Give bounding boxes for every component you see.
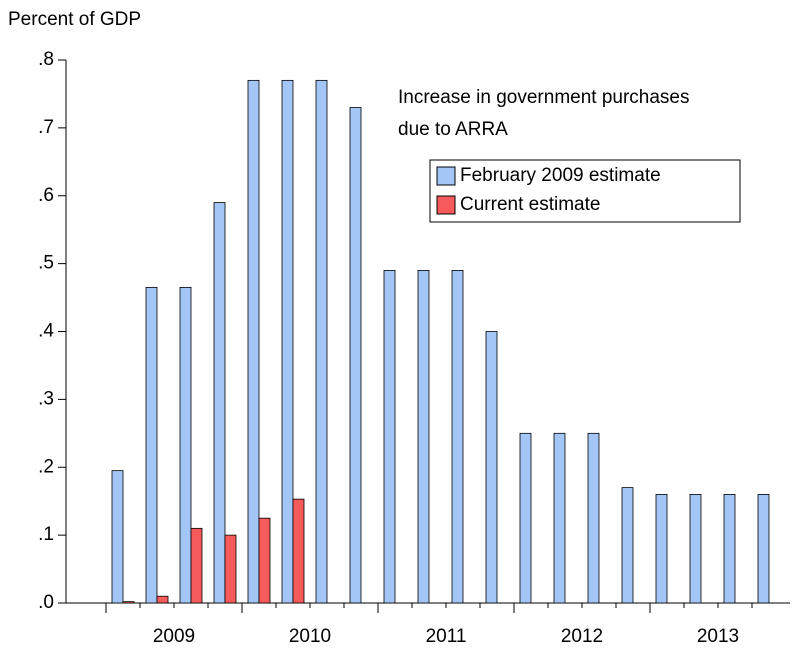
x-tick-label: 2010 [289, 626, 331, 647]
x-tick-label: 2012 [561, 626, 603, 647]
y-tick-label: .7 [38, 117, 54, 138]
y-tick-label: .8 [38, 49, 54, 70]
legend-swatch [436, 195, 456, 215]
bar [247, 79, 260, 604]
x-tick-label: 2013 [697, 626, 739, 647]
annotation: Increase in government purchases [398, 87, 690, 108]
bar [224, 534, 237, 604]
bar [258, 517, 271, 604]
bar [485, 331, 498, 604]
x-tick-label: 2011 [426, 626, 467, 647]
bar [451, 270, 464, 604]
bar [383, 270, 396, 604]
bar [723, 493, 736, 604]
bar [111, 470, 124, 604]
bar [519, 432, 532, 604]
y-tick-label: .2 [38, 456, 54, 477]
bar [349, 107, 362, 604]
y-tick-label: .3 [38, 388, 54, 409]
y-tick-label: .0 [38, 592, 54, 613]
bar [190, 527, 203, 604]
y-tick-label: .1 [38, 524, 54, 545]
y-tick-label: .5 [38, 253, 54, 274]
y-axis-label: Percent of GDP [8, 9, 141, 30]
bar [621, 487, 634, 604]
bar [292, 498, 305, 604]
y-tick-label: .6 [38, 185, 54, 206]
legend-label: February 2009 estimate [460, 165, 661, 186]
bar [655, 493, 668, 604]
bar [156, 595, 169, 604]
bar [689, 493, 702, 604]
legend-label: Current estimate [460, 194, 600, 215]
bar [757, 493, 770, 604]
bar [315, 79, 328, 604]
bar [179, 286, 192, 604]
bar [553, 432, 566, 604]
y-tick-label: .4 [38, 321, 54, 342]
bar [281, 79, 294, 604]
bar [587, 432, 600, 604]
legend-box [429, 159, 741, 223]
bar [213, 202, 226, 604]
legend-swatch [436, 166, 456, 186]
bar [417, 270, 430, 604]
x-tick-label: 2009 [153, 626, 195, 647]
annotation: due to ARRA [398, 119, 508, 140]
bar [122, 601, 135, 604]
bar [145, 286, 158, 604]
